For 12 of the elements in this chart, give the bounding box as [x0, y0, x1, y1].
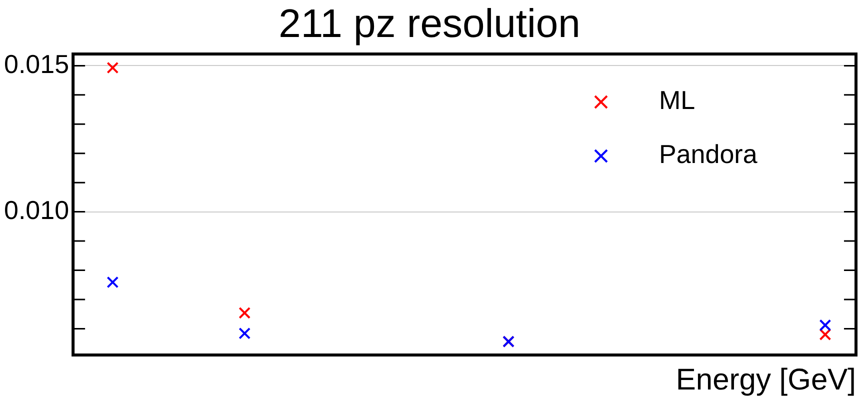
x-axis-title: Energy [GeV] [676, 363, 856, 396]
chart-title: 211 pz resolution [278, 2, 580, 46]
legend-label: Pandora [659, 139, 758, 170]
point [819, 319, 832, 332]
point [819, 328, 832, 340]
point [106, 276, 119, 288]
point [106, 62, 119, 74]
y-tick-label: 0.015 [4, 48, 70, 79]
point [238, 327, 251, 340]
y-tick-label: 0.010 [4, 194, 70, 225]
point [238, 306, 251, 319]
legend-label: ML [659, 85, 696, 116]
